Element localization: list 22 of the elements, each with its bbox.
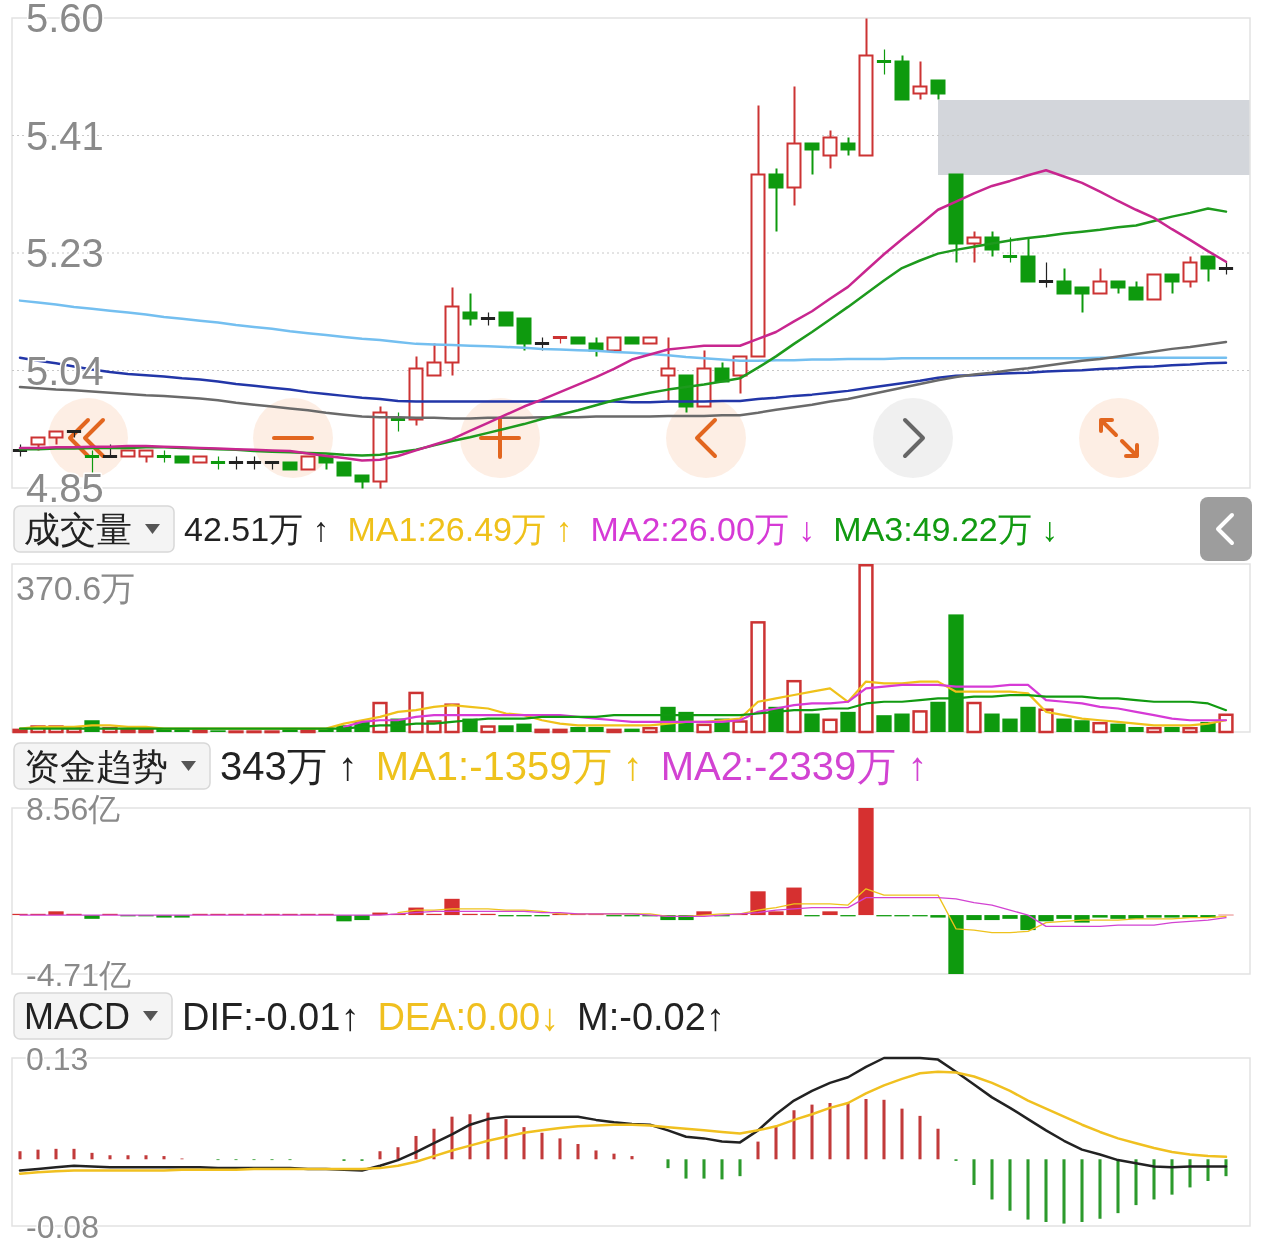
annotation: 370.6万 xyxy=(16,569,136,608)
y-tick-label: 5.41 xyxy=(26,113,104,158)
text: DIF:-0.01↑ xyxy=(182,995,360,1038)
text: 42.51万 ↑ xyxy=(184,510,330,549)
y-tick-label: 4.85 xyxy=(26,466,104,511)
text: MA2:-2339万 ↑ xyxy=(660,744,928,789)
chart-title: MACD xyxy=(24,995,130,1037)
y-tick-label: 5.60 xyxy=(26,0,104,41)
text: MA2:26.00万 ↓ xyxy=(590,510,816,549)
text: MA3:49.22万 ↓ xyxy=(833,510,1059,549)
text: DEA:0.00↓ xyxy=(377,995,560,1038)
text: 343万 ↑ xyxy=(220,744,358,789)
y-tick-label: -4.71亿 xyxy=(26,956,131,993)
text: M:-0.02↑ xyxy=(577,995,725,1038)
y-tick-label: 8.56亿 xyxy=(26,790,121,827)
y-tick-label: 5.23 xyxy=(26,231,104,276)
y-tick-label: -0.08 xyxy=(26,1208,99,1244)
chart-title: 成交量 xyxy=(24,508,132,550)
chart-title: 资金趋势 xyxy=(24,745,168,787)
y-tick-label: 0.13 xyxy=(26,1040,89,1077)
text: MA1:26.49万 ↑ xyxy=(347,510,573,549)
text: MA1:-1359万 ↑ xyxy=(375,744,643,789)
